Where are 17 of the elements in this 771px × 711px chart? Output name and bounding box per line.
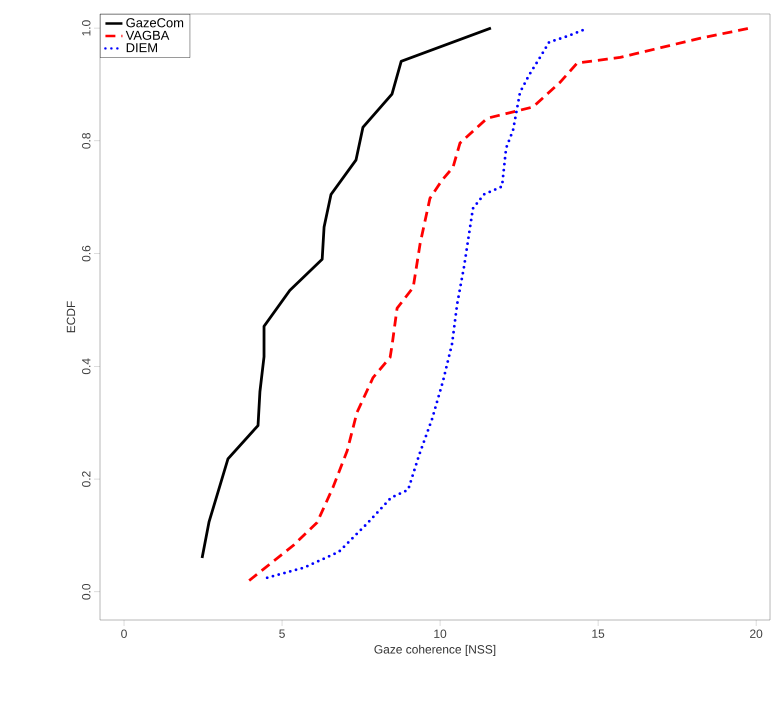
y-tick-label: 0.0 [82, 584, 90, 600]
x-axis-title: Gaze coherence [NSS] [374, 644, 496, 656]
y-axis-title: ECDF [66, 301, 76, 332]
x-tick-label: 10 [434, 630, 446, 638]
y-tick-label: 1.0 [82, 20, 90, 36]
x-tick-label: 15 [592, 630, 604, 638]
y-tick-label: 0.2 [82, 471, 90, 487]
x-tick-label: 20 [750, 630, 762, 638]
x-tick-label: 5 [279, 630, 285, 638]
legend-label: DIEM [126, 43, 157, 52]
legend-label: GazeCom [126, 18, 184, 28]
line-series [200, 26, 492, 560]
legend-label: VAGBA [126, 30, 170, 40]
y-tick-label: 0.6 [82, 246, 90, 262]
y-tick-label: 0.4 [82, 358, 90, 374]
y-tick-label: 0.8 [82, 133, 90, 149]
x-tick-label: 0 [121, 630, 127, 638]
